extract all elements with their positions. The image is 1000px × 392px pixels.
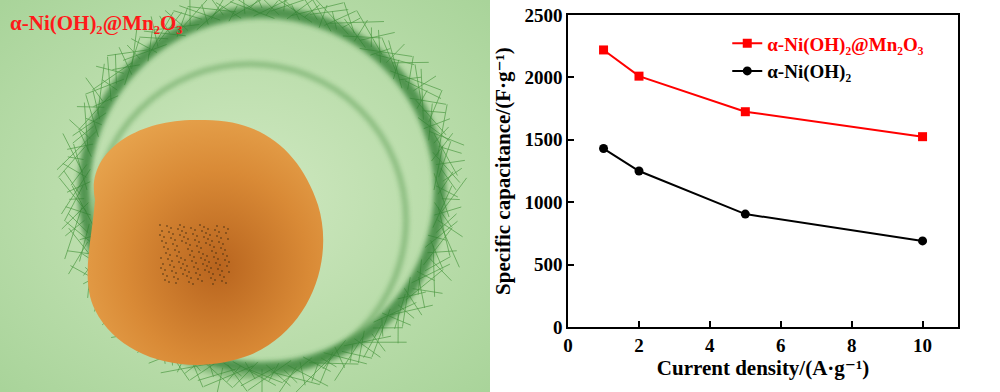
- svg-text:2500: 2500: [525, 5, 563, 26]
- svg-text:1000: 1000: [525, 192, 563, 213]
- svg-text:10: 10: [913, 335, 932, 356]
- svg-text:α-Ni(OH)₂@Mn₂O₃: α-Ni(OH)₂@Mn₂O₃: [767, 34, 923, 56]
- svg-text:Current density/(A·g⁻¹): Current density/(A·g⁻¹): [657, 356, 869, 380]
- svg-text:α-Ni(OH)₂@Mn₂O₃: α-Ni(OH)₂@Mn₂O₃: [10, 11, 183, 35]
- svg-text:2000: 2000: [525, 67, 563, 88]
- svg-text:1500: 1500: [525, 129, 563, 150]
- svg-text:500: 500: [534, 254, 563, 275]
- svg-text:6: 6: [776, 335, 786, 356]
- svg-text:8: 8: [847, 335, 857, 356]
- svg-text:2: 2: [634, 335, 644, 356]
- svg-text:4: 4: [705, 335, 715, 356]
- svg-text:Specific capacitance/(F·g⁻¹): Specific capacitance/(F·g⁻¹): [491, 47, 515, 295]
- svg-text:0: 0: [553, 317, 563, 338]
- svg-text:α-Ni(OH)₂: α-Ni(OH)₂: [767, 61, 851, 83]
- svg-text:0: 0: [563, 335, 573, 356]
